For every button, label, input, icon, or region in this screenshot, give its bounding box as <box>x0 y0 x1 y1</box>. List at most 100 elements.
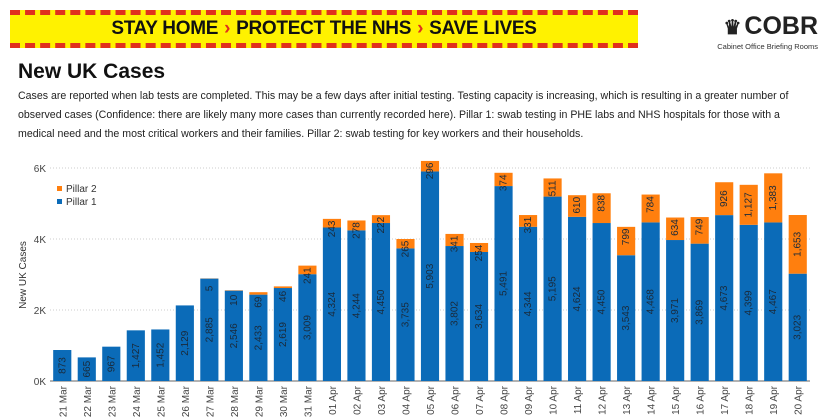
data-label-pillar2: 610 <box>572 196 583 213</box>
data-label-pillar1: 4,324 <box>327 291 338 316</box>
data-label-pillar1: 967 <box>106 355 117 372</box>
x-tick-label: 07 Apr <box>475 385 486 415</box>
bar-pillar1 <box>77 357 96 381</box>
data-label-pillar1: 2,619 <box>278 322 289 347</box>
bar-pillar2 <box>568 195 587 217</box>
x-tick-label: 09 Apr <box>524 385 535 415</box>
bar-pillar1 <box>469 251 489 381</box>
x-tick-label: 08 Apr <box>500 385 511 415</box>
slogan-save-lives: SAVE LIVES <box>429 18 537 39</box>
y-tick-label: 2K <box>34 306 47 317</box>
bar-pillar1 <box>322 227 342 381</box>
page-title: New UK Cases <box>18 60 166 83</box>
bar-pillar1 <box>420 171 440 381</box>
bar-pillar1 <box>102 346 121 381</box>
data-label-pillar1: 665 <box>82 360 93 377</box>
bar-pillar2 <box>347 220 366 231</box>
data-label-pillar1: 3,802 <box>450 301 461 326</box>
legend-label: Pillar 1 <box>66 197 97 208</box>
data-label-pillar2: 10 <box>229 294 240 306</box>
data-label-pillar1: 4,673 <box>719 285 730 310</box>
bar-pillar1 <box>371 223 391 381</box>
bar-pillar2 <box>690 217 709 244</box>
bar-pillar2 <box>445 233 464 247</box>
slogan-protect-nhs: PROTECT THE NHS <box>236 18 412 39</box>
royal-crest-icon: ♛ <box>723 16 742 39</box>
bar-pillar2 <box>371 215 391 224</box>
data-label-pillar1: 2,129 <box>180 330 191 355</box>
bar-pillar1 <box>494 186 513 381</box>
x-tick-label: 10 Apr <box>549 385 560 415</box>
logo-name: COBR <box>744 12 818 40</box>
x-tick-label: 06 Apr <box>451 385 462 415</box>
x-tick-label: 29 Mar <box>254 385 265 417</box>
data-label-pillar2: 374 <box>499 174 510 191</box>
chevron-icon: › <box>417 18 424 39</box>
cobr-logo: ♛ COBR Cabinet Office Briefing Rooms <box>700 12 818 51</box>
chevron-icon: › <box>224 18 231 39</box>
bar-pillar2 <box>469 242 489 252</box>
bar-pillar2 <box>715 182 734 216</box>
data-label-pillar1: 5,195 <box>548 276 559 301</box>
bar-pillar1 <box>396 248 415 381</box>
bar-pillar2 <box>592 193 611 224</box>
data-label-pillar2: 1,653 <box>793 231 804 256</box>
x-tick-label: 25 Mar <box>156 385 167 417</box>
data-label-pillar1: 3,023 <box>793 314 804 339</box>
x-tick-label: 12 Apr <box>598 385 609 415</box>
data-label-pillar2: 1,383 <box>768 185 779 210</box>
data-label-pillar2: 254 <box>474 244 485 261</box>
x-tick-label: 19 Apr <box>769 385 780 415</box>
x-tick-label: 04 Apr <box>401 385 412 415</box>
legend-swatch <box>57 186 62 191</box>
data-label-pillar1: 4,344 <box>523 291 534 316</box>
data-label-pillar1: 3,735 <box>400 302 411 327</box>
data-label-pillar1: 2,885 <box>204 317 215 342</box>
bar-pillar1 <box>715 215 734 381</box>
bar-pillar2 <box>494 172 513 187</box>
slogan-stay-home: STAY HOME <box>111 18 219 39</box>
bar-pillar1 <box>200 278 219 381</box>
x-tick-label: 17 Apr <box>720 385 731 415</box>
bar-pillar2 <box>788 215 807 274</box>
data-label-pillar2: 243 <box>327 220 338 237</box>
bar-pillar2 <box>764 173 783 223</box>
chart-description: Cases are reported when lab tests are co… <box>18 90 789 140</box>
y-tick-label: 0K <box>34 377 47 388</box>
data-label-pillar1: 4,624 <box>572 286 583 311</box>
data-label-pillar2: 5 <box>204 285 215 291</box>
data-label-pillar2: 784 <box>646 196 657 213</box>
bar-pillar1 <box>347 230 366 381</box>
bar-pillar2 <box>666 217 685 241</box>
data-label-pillar1: 3,634 <box>474 304 485 329</box>
data-label-pillar2: 799 <box>621 228 632 245</box>
x-tick-label: 13 Apr <box>622 385 633 415</box>
data-label-pillar1: 2,433 <box>253 325 264 350</box>
legend-label: Pillar 2 <box>66 184 97 195</box>
bar-pillar2 <box>617 226 636 256</box>
bar-pillar2 <box>298 265 317 275</box>
bar-pillar1 <box>273 288 292 381</box>
bar-pillar2 <box>420 160 440 172</box>
x-tick-label: 11 Apr <box>573 385 584 414</box>
bar-pillar1 <box>298 274 317 381</box>
data-label-pillar2: 69 <box>253 296 264 308</box>
bar-pillar1 <box>249 294 268 381</box>
x-tick-label: 31 Mar <box>303 385 314 417</box>
x-tick-label: 23 Mar <box>107 385 118 417</box>
x-tick-label: 27 Mar <box>205 385 216 417</box>
data-label-pillar2: 278 <box>351 222 362 239</box>
data-label-pillar1: 4,244 <box>351 293 362 318</box>
bar-pillar1 <box>617 255 636 381</box>
data-label-pillar2: 511 <box>548 180 559 196</box>
bar-pillar2 <box>543 178 562 197</box>
data-label-pillar2: 222 <box>376 216 387 233</box>
legend-swatch <box>57 199 62 204</box>
data-label-pillar1: 3,869 <box>695 299 706 324</box>
x-tick-label: 22 Mar <box>83 385 94 417</box>
data-label-pillar2: 341 <box>450 235 461 252</box>
x-tick-label: 18 Apr <box>745 385 756 415</box>
data-label-pillar2: 46 <box>278 290 289 302</box>
x-tick-label: 24 Mar <box>132 385 143 417</box>
bar-pillar1 <box>788 273 807 381</box>
